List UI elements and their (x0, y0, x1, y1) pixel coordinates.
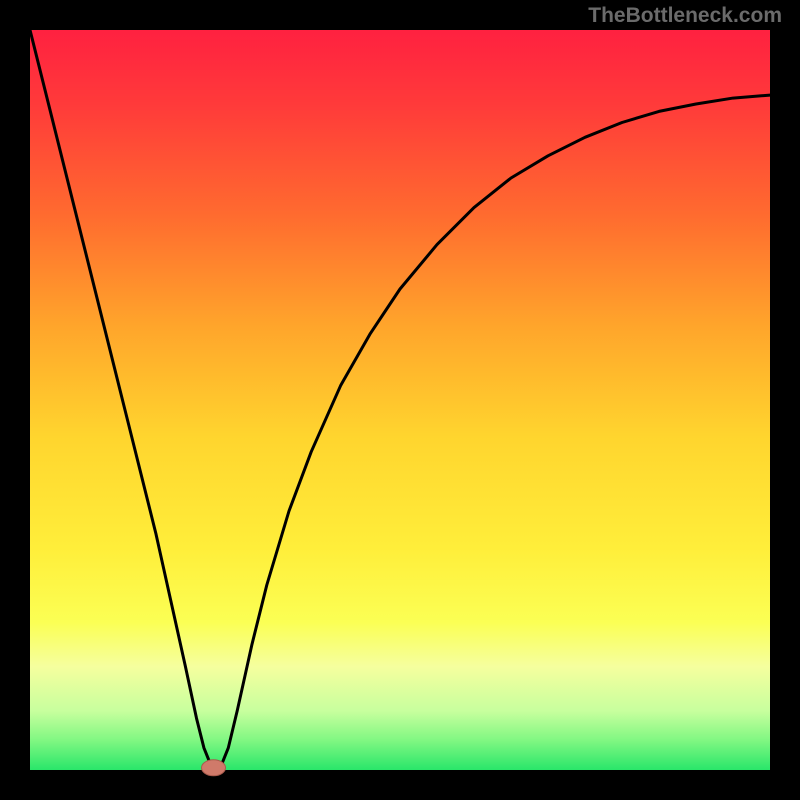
chart-canvas: TheBottleneck.com (0, 0, 800, 800)
plot-area (30, 30, 770, 770)
watermark-text: TheBottleneck.com (588, 4, 782, 28)
